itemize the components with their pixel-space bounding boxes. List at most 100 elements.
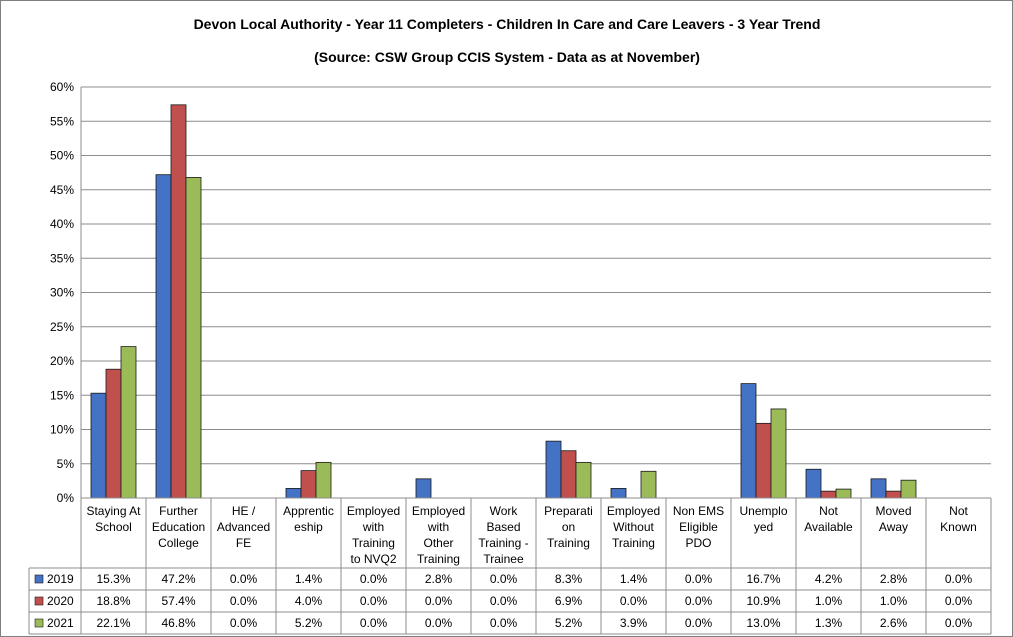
category-label-line: Based	[486, 520, 520, 534]
data-label: 4.2%	[815, 572, 843, 586]
data-table: Staying At School Further Education College H…	[28, 497, 992, 635]
bar-2019-1	[155, 174, 172, 499]
category-label: Work Based Training - Trainee	[478, 504, 528, 566]
category-label-line: Apprentic	[283, 504, 334, 518]
y-tick-label: 45%	[50, 183, 74, 197]
category-label-line: Non EMS	[673, 504, 724, 518]
bar-2020-3	[300, 470, 317, 499]
data-label: 0.0%	[685, 616, 713, 630]
category-label-line: Work	[490, 504, 519, 518]
data-label: 3.9%	[620, 616, 648, 630]
category-label-line: Preparati	[544, 504, 593, 518]
y-tick-label: 50%	[50, 149, 74, 163]
data-label: 0.0%	[230, 616, 258, 630]
category-label-line: Employed	[347, 504, 400, 518]
category-label-line: Not	[949, 504, 968, 518]
y-tick-label: 30%	[50, 286, 74, 300]
data-label: 6.9%	[555, 594, 583, 608]
bar-2019-11	[805, 468, 822, 499]
category-label-line: Training	[417, 552, 460, 566]
category-label: Employed with Training to NVQ2	[347, 504, 400, 566]
category-label-line: Moved	[875, 504, 911, 518]
y-tick-label: 15%	[50, 388, 74, 402]
legend-label-2020: 2020	[47, 594, 74, 608]
category-label-line: eship	[294, 520, 323, 534]
data-label: 22.1%	[96, 616, 130, 630]
y-tick-label: 20%	[50, 354, 74, 368]
bar-2020-12	[885, 490, 902, 499]
category-label: Preparati on Training	[544, 504, 593, 550]
bar-2021-12	[900, 479, 917, 499]
y-tick-label: 10%	[50, 423, 74, 437]
data-label: 0.0%	[490, 572, 518, 586]
data-label: 1.0%	[880, 594, 908, 608]
category-label-line: Without	[613, 520, 654, 534]
y-tick-label: 35%	[50, 251, 74, 265]
data-label: 0.0%	[490, 594, 518, 608]
data-label: 0.0%	[945, 572, 973, 586]
category-label-line: Further	[159, 504, 198, 518]
bar-2021-8	[640, 470, 657, 499]
data-label: 5.2%	[295, 616, 323, 630]
category-label: Further Education College	[152, 504, 205, 550]
data-label: 0.0%	[425, 616, 453, 630]
data-label: 0.0%	[425, 594, 453, 608]
category-label-line: Education	[152, 520, 205, 534]
bar-2020-10	[755, 422, 772, 499]
category-label: Apprentic eship	[283, 504, 334, 534]
legend-key-2021	[34, 618, 44, 628]
category-label-line: Employed	[607, 504, 660, 518]
category-label-line: with	[362, 520, 384, 534]
bar-2020-7	[560, 450, 577, 499]
category-label-line: Training -	[478, 536, 528, 550]
bars	[90, 104, 917, 499]
bar-2020-11	[820, 490, 837, 499]
category-label: Staying At School	[86, 504, 141, 534]
legend-key-2020	[34, 596, 44, 606]
bar-2019-8	[610, 488, 627, 499]
data-label: 0.0%	[230, 594, 258, 608]
category-label-line: School	[95, 520, 132, 534]
category-label: Employed Without Training	[607, 504, 660, 550]
category-label-line: Employed	[412, 504, 465, 518]
category-label: Unemplo yed	[739, 504, 787, 534]
bar-2019-5	[415, 478, 432, 499]
category-label: Not Known	[940, 504, 977, 534]
data-label: 47.2%	[161, 572, 195, 586]
y-tick-labels: 0% 5% 10% 15% 20% 25% 30% 35% 40% 45% 50% 55% 60%	[50, 80, 74, 505]
data-label: 2.8%	[425, 572, 453, 586]
bar-2021-1	[185, 177, 202, 499]
category-label-line: Known	[940, 520, 977, 534]
chart-title: Devon Local Authority - Year 11 Complete…	[194, 16, 821, 32]
gridlines	[81, 86, 991, 499]
bar-2019-0	[90, 392, 107, 499]
data-label: 4.0%	[295, 594, 323, 608]
data-label: 0.0%	[360, 616, 388, 630]
category-label-line: PDO	[685, 536, 711, 550]
data-label: 1.3%	[815, 616, 843, 630]
bar-2021-3	[315, 461, 332, 499]
bar-2019-7	[545, 440, 562, 499]
category-label: Not Available	[804, 504, 853, 534]
data-label: 0.0%	[945, 616, 973, 630]
bar-2019-12	[870, 478, 887, 499]
data-label: 0.0%	[685, 572, 713, 586]
category-label: Moved Away	[875, 504, 911, 534]
y-tick-label: 0%	[57, 491, 75, 505]
category-label-line: yed	[754, 520, 773, 534]
legend-label-2019: 2019	[47, 572, 74, 586]
data-label: 2.8%	[880, 572, 908, 586]
category-label-line: Away	[879, 520, 908, 534]
data-label: 1.0%	[815, 594, 843, 608]
data-label: 1.4%	[295, 572, 323, 586]
category-label-line: Unemplo	[739, 504, 787, 518]
chart-subtitle: (Source: CSW Group CCIS System - Data as…	[314, 49, 700, 65]
data-label: 2.6%	[880, 616, 908, 630]
category-label-line: Other	[423, 536, 453, 550]
data-label: 0.0%	[490, 616, 518, 630]
bar-2020-0	[105, 368, 122, 499]
data-label: 0.0%	[360, 572, 388, 586]
data-label: 0.0%	[945, 594, 973, 608]
category-label-line: Available	[804, 520, 853, 534]
